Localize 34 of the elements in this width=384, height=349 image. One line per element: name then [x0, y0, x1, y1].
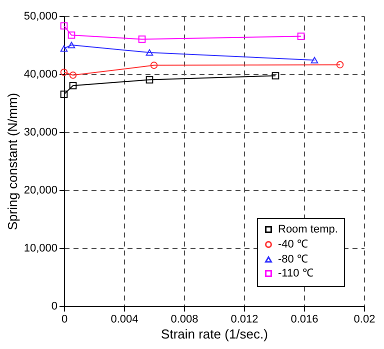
point — [297, 32, 305, 40]
x-tick-label: 0.02 — [354, 314, 376, 326]
y-axis-title: Spring constant (N/mm) — [4, 92, 20, 230]
x-tick-label: 0 — [61, 314, 68, 326]
point — [336, 61, 344, 68]
x-tick-label: 0.012 — [230, 314, 258, 326]
point — [60, 22, 68, 30]
legend-label: -40 ℃ — [278, 238, 308, 250]
point — [60, 68, 68, 76]
y-tick-label: 20,000 — [24, 184, 58, 196]
x-tick-label: 0.008 — [170, 314, 198, 326]
point — [272, 72, 280, 80]
point — [68, 42, 76, 48]
y-tick-label: 0 — [51, 300, 58, 312]
point — [138, 36, 146, 43]
x-tick-label: 0.004 — [110, 314, 138, 326]
point — [146, 49, 154, 56]
legend-label: -110 ℃ — [278, 268, 314, 280]
legend-label: Room temp. — [278, 224, 338, 236]
point — [60, 45, 68, 52]
y-tick-label: 30,000 — [24, 126, 58, 138]
x-tick-label: 0.016 — [290, 314, 318, 326]
point — [150, 62, 158, 69]
point — [146, 76, 154, 84]
point — [69, 82, 77, 90]
y-tick-label: 10,000 — [24, 242, 58, 254]
point — [69, 72, 77, 79]
y-tick-label: 50,000 — [24, 10, 58, 22]
point — [68, 31, 76, 39]
x-axis-title: Strain rate (1/sec.) — [161, 326, 268, 342]
point — [60, 90, 68, 98]
y-tick-label: 40,000 — [24, 68, 58, 80]
legend-label: -80 ℃ — [278, 254, 308, 266]
point — [310, 56, 318, 64]
